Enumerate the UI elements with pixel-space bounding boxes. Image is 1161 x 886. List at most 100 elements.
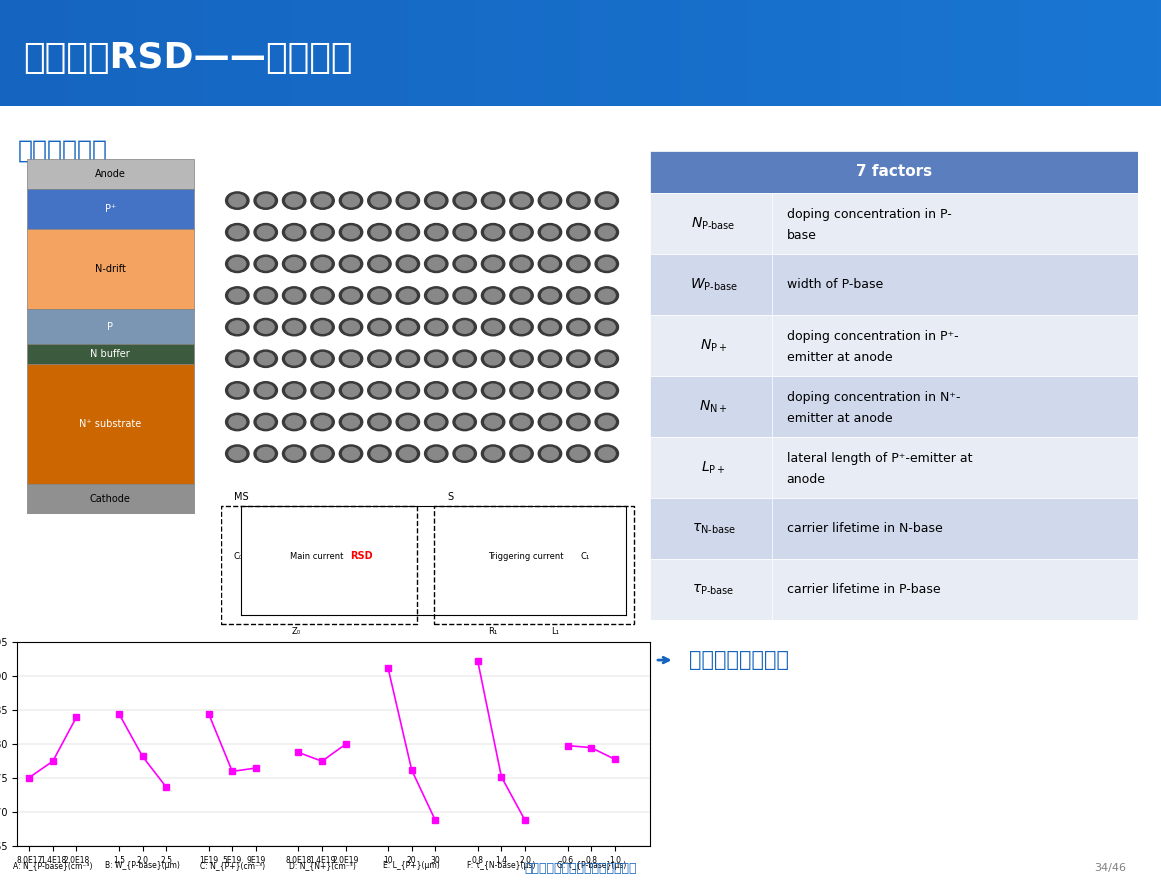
Circle shape (425, 318, 448, 336)
Circle shape (286, 289, 303, 301)
Circle shape (282, 192, 305, 209)
Circle shape (513, 226, 529, 238)
Circle shape (315, 416, 331, 428)
Text: 碳化硅基RSD——研究进展: 碳化硅基RSD——研究进展 (23, 42, 353, 75)
Circle shape (286, 385, 303, 397)
Circle shape (258, 289, 274, 301)
Circle shape (510, 318, 533, 336)
Text: F: τ_{N-base}(μs): F: τ_{N-base}(μs) (467, 861, 535, 870)
Circle shape (567, 192, 590, 209)
Circle shape (399, 258, 416, 270)
Circle shape (396, 223, 419, 241)
Circle shape (596, 350, 619, 368)
Circle shape (311, 445, 334, 462)
Circle shape (368, 318, 391, 336)
Circle shape (396, 382, 419, 399)
Circle shape (286, 447, 303, 460)
Circle shape (396, 350, 419, 368)
Circle shape (453, 350, 476, 368)
Circle shape (428, 416, 445, 428)
Circle shape (339, 192, 362, 209)
Circle shape (315, 447, 331, 460)
Text: P⁺: P⁺ (104, 205, 116, 214)
Circle shape (513, 321, 529, 333)
Circle shape (428, 447, 445, 460)
Circle shape (482, 318, 505, 336)
Circle shape (254, 223, 277, 241)
Text: $N_\mathrm{N+}$: $N_\mathrm{N+}$ (699, 399, 728, 415)
Circle shape (596, 318, 619, 336)
Circle shape (229, 447, 246, 460)
Circle shape (311, 223, 334, 241)
Circle shape (541, 416, 558, 428)
Circle shape (482, 350, 505, 368)
Circle shape (598, 447, 615, 460)
Circle shape (541, 321, 558, 333)
Circle shape (428, 289, 445, 301)
Bar (27, 364, 194, 484)
Circle shape (598, 353, 615, 365)
Text: $N_\mathrm{P\text{-}base}$: $N_\mathrm{P\text{-}base}$ (691, 215, 736, 231)
Circle shape (339, 382, 362, 399)
Circle shape (315, 258, 331, 270)
Circle shape (315, 353, 331, 365)
Circle shape (339, 350, 362, 368)
Circle shape (425, 445, 448, 462)
Circle shape (570, 289, 586, 301)
Circle shape (456, 289, 473, 301)
Text: $\tau_\mathrm{P\text{-}base}$: $\tau_\mathrm{P\text{-}base}$ (692, 582, 735, 597)
Circle shape (372, 289, 388, 301)
Circle shape (596, 413, 619, 431)
Circle shape (225, 445, 248, 462)
Text: carrier lifetime in N-base: carrier lifetime in N-base (787, 522, 943, 535)
Bar (650, 498, 1138, 559)
Circle shape (485, 416, 502, 428)
Bar (27, 344, 194, 364)
Circle shape (482, 255, 505, 273)
Circle shape (396, 255, 419, 273)
Circle shape (225, 382, 248, 399)
Text: C: N_{P+}(cm⁻³): C: N_{P+}(cm⁻³) (200, 861, 265, 870)
Circle shape (596, 445, 619, 462)
Circle shape (428, 353, 445, 365)
Circle shape (254, 287, 277, 304)
Circle shape (315, 321, 331, 333)
Circle shape (372, 447, 388, 460)
Circle shape (396, 445, 419, 462)
Circle shape (456, 226, 473, 238)
Circle shape (453, 223, 476, 241)
Text: 获得最低开通电压: 获得最低开通电压 (690, 650, 789, 670)
Circle shape (396, 413, 419, 431)
Circle shape (485, 385, 502, 397)
Text: lateral length of P⁺-emitter at: lateral length of P⁺-emitter at (787, 452, 972, 465)
Circle shape (513, 258, 529, 270)
Circle shape (342, 289, 360, 301)
Text: D: N_{N+}(cm⁻³): D: N_{N+}(cm⁻³) (289, 861, 355, 870)
Text: emitter at anode: emitter at anode (787, 412, 893, 425)
Bar (650, 254, 1138, 315)
Circle shape (598, 194, 615, 206)
Circle shape (539, 350, 562, 368)
Circle shape (225, 350, 248, 368)
Text: $W_\mathrm{P\text{-}base}$: $W_\mathrm{P\text{-}base}$ (690, 276, 737, 292)
Bar (27, 190, 194, 229)
Circle shape (258, 416, 274, 428)
Circle shape (258, 353, 274, 365)
Circle shape (372, 321, 388, 333)
Circle shape (315, 194, 331, 206)
Circle shape (342, 447, 360, 460)
Text: 正交优化设计: 正交优化设计 (19, 138, 108, 163)
Circle shape (513, 447, 529, 460)
Circle shape (254, 255, 277, 273)
Circle shape (368, 413, 391, 431)
Circle shape (286, 226, 303, 238)
Text: RSD: RSD (351, 551, 373, 561)
Circle shape (311, 382, 334, 399)
Text: doping concentration in P⁺-: doping concentration in P⁺- (787, 330, 958, 343)
Circle shape (510, 413, 533, 431)
Circle shape (254, 192, 277, 209)
Circle shape (570, 447, 586, 460)
Circle shape (596, 192, 619, 209)
Circle shape (541, 194, 558, 206)
Text: B: W_{P-base}(μm): B: W_{P-base}(μm) (106, 861, 180, 870)
